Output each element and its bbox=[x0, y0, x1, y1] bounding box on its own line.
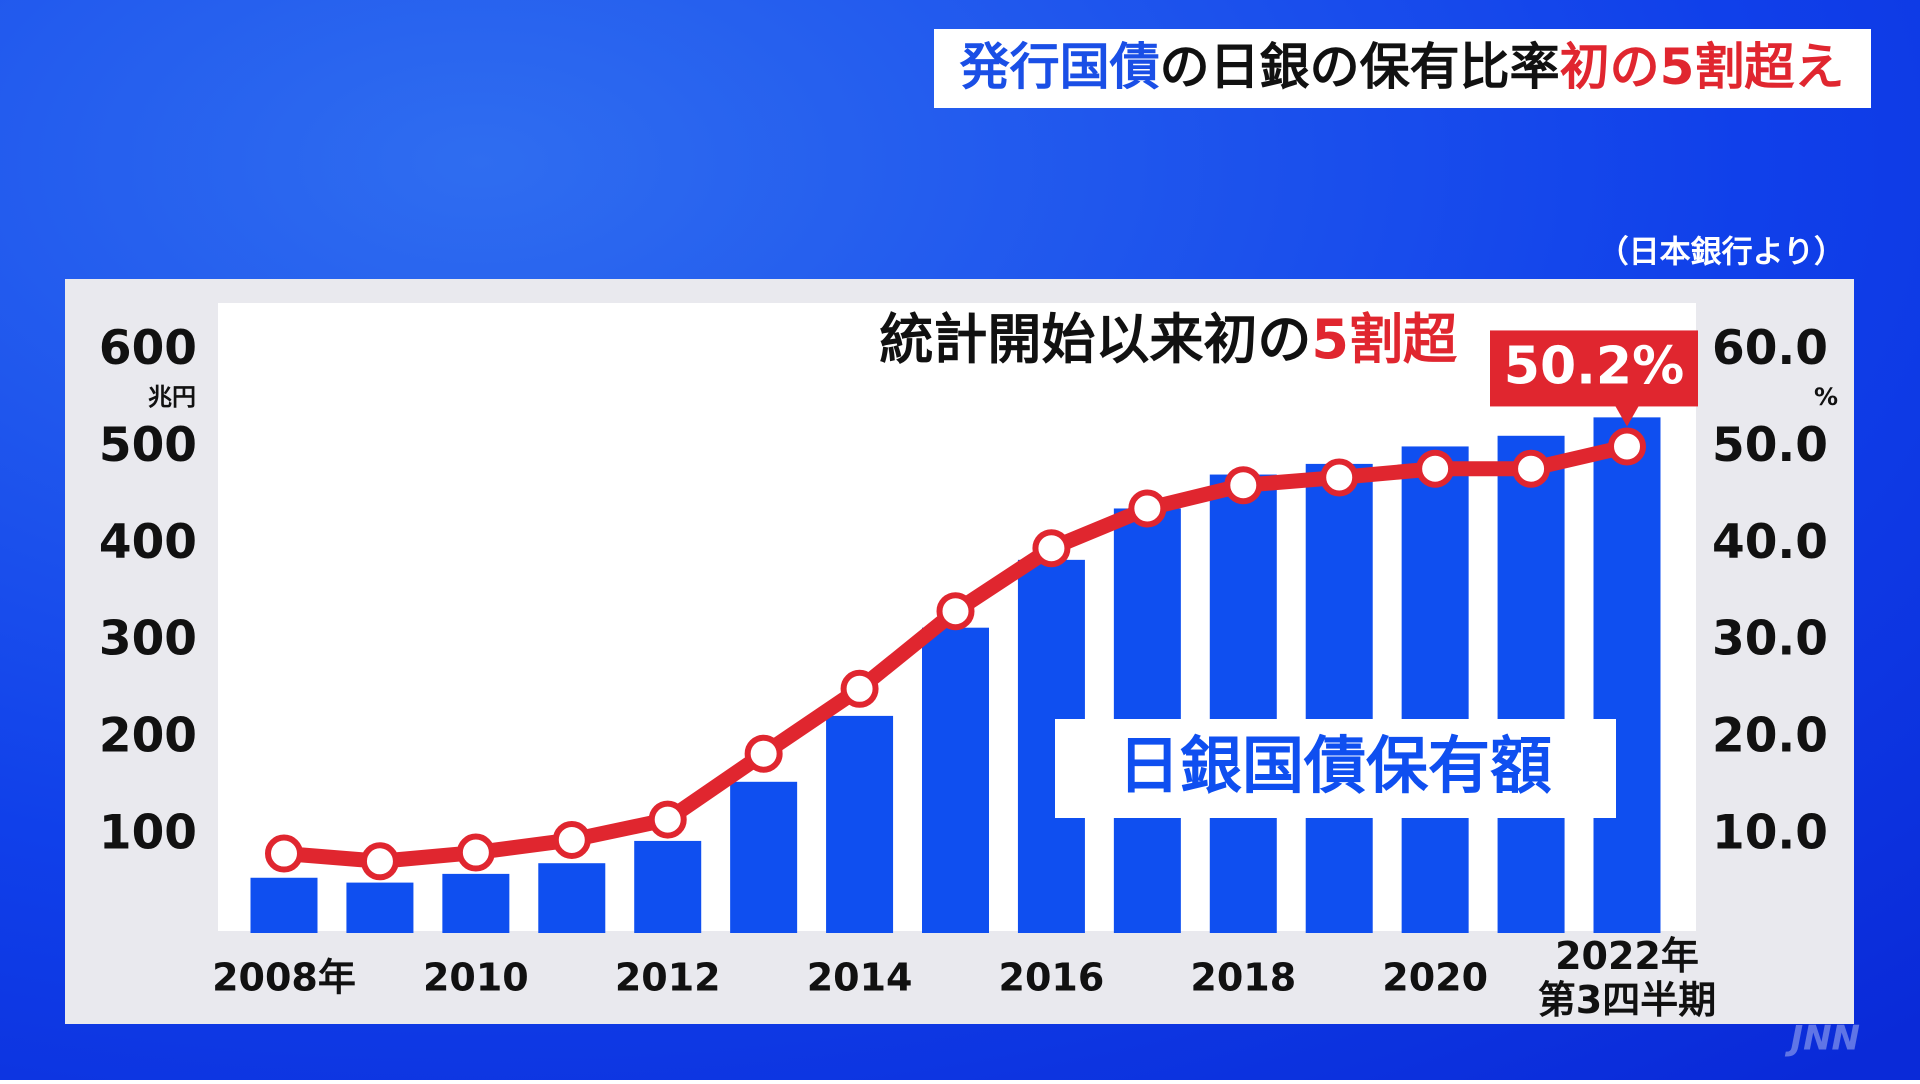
bar bbox=[1497, 435, 1565, 933]
y-tick-label: 600 bbox=[99, 321, 197, 376]
x-tick-label: 2014 bbox=[807, 956, 913, 1000]
watermark: JNN bbox=[1784, 1019, 1860, 1059]
line-marker bbox=[1608, 427, 1646, 466]
line-marker bbox=[648, 800, 687, 839]
x-tick-line: 2022年 bbox=[1555, 934, 1699, 978]
chart-title: 発行国債の日銀の保有比率初の5割超え bbox=[960, 38, 1845, 96]
bar bbox=[1593, 417, 1661, 933]
x-tick-label: 2012 bbox=[615, 956, 721, 1000]
y2-tick-label: 30.0 bbox=[1712, 612, 1828, 667]
x-tick-label: 2020 bbox=[1382, 956, 1488, 1000]
bar bbox=[634, 840, 702, 933]
bar bbox=[442, 873, 510, 933]
bar bbox=[1305, 463, 1373, 933]
y2-tick-label: 50.0 bbox=[1712, 418, 1828, 473]
annotation-part: 統計開始以来初の bbox=[879, 308, 1311, 371]
x-tick-label: 2008年 bbox=[212, 956, 356, 1000]
bar bbox=[346, 882, 414, 933]
line-marker bbox=[1416, 449, 1455, 488]
title-box bbox=[934, 29, 1871, 108]
bar bbox=[1209, 474, 1277, 933]
x-tick-label: 2018 bbox=[1190, 956, 1296, 1000]
bar bbox=[730, 781, 798, 933]
y-tick-label: 400 bbox=[99, 515, 197, 570]
bar bbox=[826, 715, 894, 933]
bar bbox=[250, 877, 318, 933]
y-tick-label: 300 bbox=[99, 612, 197, 667]
marks: 50.2% bbox=[250, 330, 1698, 933]
bar bbox=[538, 863, 606, 933]
line-marker bbox=[456, 833, 495, 872]
value-label: 50.2% bbox=[1504, 336, 1684, 396]
y2-tick-label: 20.0 bbox=[1712, 709, 1828, 764]
y2-tick-label: 10.0 bbox=[1712, 806, 1828, 861]
y2-tick-label: 40.0 bbox=[1712, 515, 1828, 570]
line-marker bbox=[936, 592, 975, 631]
y2-unit: % bbox=[1814, 383, 1838, 411]
y-tick-label: 200 bbox=[99, 709, 197, 764]
bar bbox=[922, 627, 989, 933]
line-marker bbox=[265, 834, 303, 873]
title-part: 発行国債 bbox=[960, 38, 1160, 96]
line-marker bbox=[1320, 458, 1359, 497]
x-tick-label: 2022年第3四半期 bbox=[1538, 934, 1716, 1022]
line-marker bbox=[1512, 449, 1551, 488]
line-marker bbox=[360, 842, 399, 881]
y-unit: 兆円 bbox=[148, 383, 196, 411]
callout-box bbox=[1490, 330, 1698, 407]
line-marker bbox=[552, 820, 591, 859]
y2-tick-label: 60.0 bbox=[1712, 321, 1828, 376]
annotation: 統計開始以来初の5割超 bbox=[879, 308, 1458, 371]
title-part: 初の5割超え bbox=[1560, 38, 1845, 96]
line-marker bbox=[1032, 529, 1071, 568]
line-marker bbox=[1128, 489, 1167, 528]
line-marker bbox=[840, 669, 879, 708]
y-tick-label: 100 bbox=[99, 806, 197, 861]
line-marker bbox=[744, 734, 783, 773]
title-part: の日銀の保有比率 bbox=[1160, 38, 1560, 96]
callout-pointer bbox=[1615, 405, 1639, 427]
source: （日本銀行より） bbox=[1598, 235, 1845, 271]
y-tick-label: 500 bbox=[99, 418, 197, 473]
x-tick-line: 第3四半期 bbox=[1538, 978, 1716, 1022]
bar bbox=[1401, 446, 1469, 933]
legend-label: 日銀国債保有額 bbox=[1118, 729, 1552, 802]
series-label-box bbox=[1055, 719, 1616, 818]
annotation-part: 5割超 bbox=[1311, 308, 1458, 371]
x-tick-label: 2010 bbox=[423, 956, 529, 1000]
x-tick-label: 2016 bbox=[999, 956, 1105, 1000]
line-marker bbox=[1224, 466, 1263, 505]
